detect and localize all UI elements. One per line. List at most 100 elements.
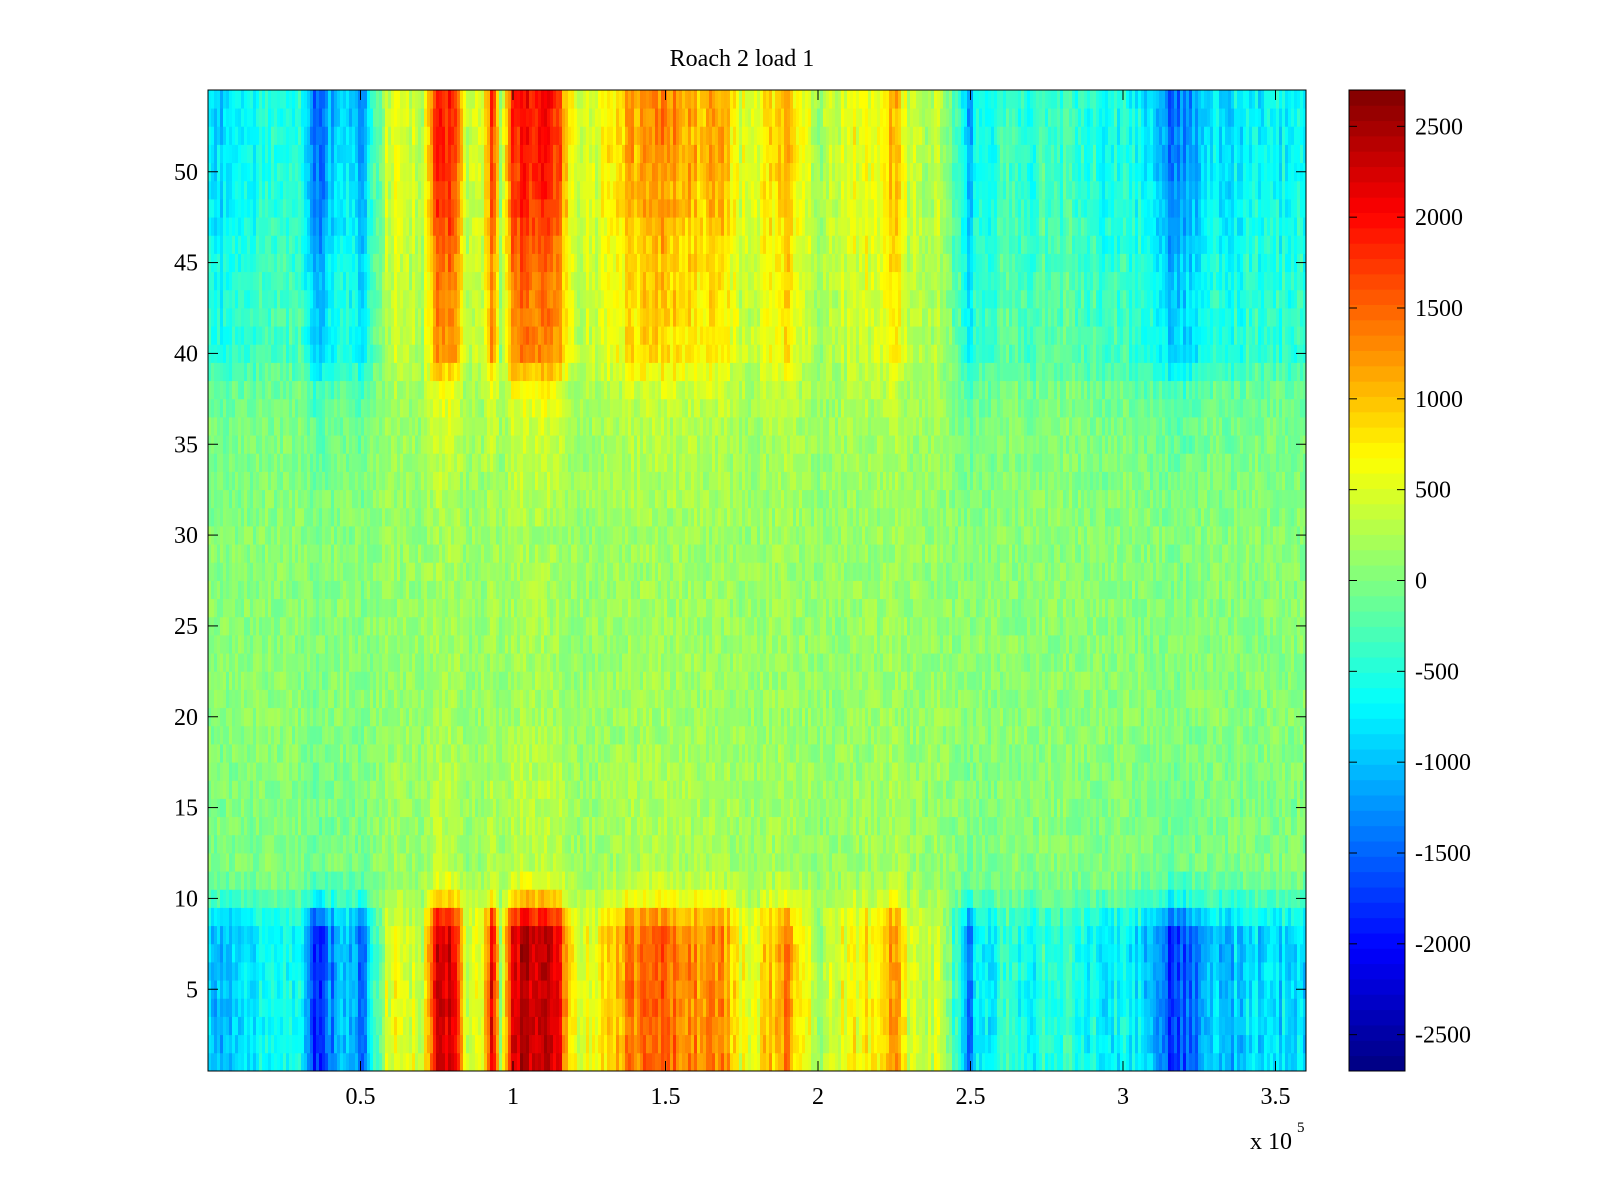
heatmap-cell: [439, 508, 442, 527]
heatmap-cell: [241, 417, 244, 436]
heatmap-cell: [250, 762, 253, 781]
heatmap-cell: [274, 163, 277, 182]
heatmap-cell: [478, 90, 481, 109]
heatmap-cell: [406, 998, 409, 1017]
heatmap-cell: [415, 435, 418, 454]
heatmap-cell: [253, 599, 256, 618]
heatmap-cell: [457, 889, 460, 908]
heatmap-cell: [367, 235, 370, 254]
heatmap-cell: [403, 1035, 406, 1054]
heatmap-cell: [436, 653, 439, 672]
heatmap-cell: [340, 762, 343, 781]
heatmap-cell: [340, 853, 343, 872]
heatmap-cell: [391, 544, 394, 563]
heatmap-cell: [328, 871, 331, 890]
heatmap-cell: [343, 544, 346, 563]
heatmap-cell: [241, 581, 244, 600]
heatmap-cell: [271, 671, 274, 690]
heatmap-cell: [370, 762, 373, 781]
heatmap-cell: [469, 217, 472, 236]
heatmap-cell: [217, 453, 220, 472]
heatmap-cell: [478, 381, 481, 400]
heatmap-cell: [373, 708, 376, 727]
heatmap-cell: [478, 544, 481, 563]
heatmap-cell: [430, 635, 433, 654]
heatmap-cell: [301, 344, 304, 363]
heatmap-cell: [223, 254, 226, 273]
heatmap-cell: [472, 417, 475, 436]
heatmap-cell: [415, 217, 418, 236]
heatmap-cell: [220, 254, 223, 273]
heatmap-cell: [271, 381, 274, 400]
heatmap-cell: [352, 399, 355, 418]
heatmap-cell: [394, 671, 397, 690]
heatmap-cell: [412, 708, 415, 727]
heatmap-cell: [460, 381, 463, 400]
heatmap-cell: [214, 417, 217, 436]
heatmap-cell: [286, 835, 289, 854]
heatmap-cell: [373, 363, 376, 382]
heatmap-cell: [286, 399, 289, 418]
heatmap-cell: [280, 908, 283, 927]
heatmap-cell: [214, 90, 217, 109]
heatmap-cell: [457, 671, 460, 690]
heatmap-cell: [313, 635, 316, 654]
heatmap-cell: [337, 599, 340, 618]
heatmap-cell: [265, 635, 268, 654]
heatmap-cell: [463, 472, 466, 491]
heatmap-cell: [433, 762, 436, 781]
heatmap-cell: [421, 926, 424, 945]
heatmap-cell: [319, 326, 322, 345]
heatmap-cell: [238, 744, 241, 763]
heatmap-cell: [358, 126, 361, 145]
heatmap-cell: [211, 599, 214, 618]
heatmap-cell: [292, 780, 295, 799]
heatmap-cell: [229, 599, 232, 618]
heatmap-cell: [367, 290, 370, 309]
heatmap-cell: [484, 980, 487, 999]
heatmap-cell: [478, 562, 481, 581]
heatmap-cell: [358, 163, 361, 182]
heatmap-cell: [385, 780, 388, 799]
heatmap-cell: [355, 817, 358, 836]
heatmap-cell: [301, 163, 304, 182]
heatmap-cell: [454, 926, 457, 945]
heatmap-cell: [280, 108, 283, 127]
heatmap-cell: [277, 181, 280, 200]
heatmap-cell: [388, 998, 391, 1017]
heatmap-cell: [331, 163, 334, 182]
heatmap-cell: [316, 617, 319, 636]
heatmap-cell: [400, 889, 403, 908]
heatmap-cell: [421, 962, 424, 981]
heatmap-cell: [460, 145, 463, 164]
heatmap-cell: [238, 1017, 241, 1036]
heatmap-cell: [277, 272, 280, 291]
heatmap-cell: [289, 363, 292, 382]
heatmap-cell: [247, 799, 250, 818]
heatmap-cell: [394, 726, 397, 745]
heatmap-cell: [418, 254, 421, 273]
heatmap-cell: [454, 708, 457, 727]
heatmap-cell: [238, 453, 241, 472]
heatmap-cell: [370, 853, 373, 872]
heatmap-cell: [433, 544, 436, 563]
heatmap-cell: [238, 90, 241, 109]
heatmap-cell: [484, 762, 487, 781]
heatmap-cell: [325, 472, 328, 491]
heatmap-cell: [382, 998, 385, 1017]
heatmap-cell: [466, 508, 469, 527]
heatmap-cell: [253, 1053, 256, 1072]
heatmap-cell: [214, 1053, 217, 1072]
heatmap-cell: [235, 508, 238, 527]
heatmap-cell: [430, 399, 433, 418]
heatmap-cell: [304, 453, 307, 472]
heatmap-cell: [379, 944, 382, 963]
heatmap-cell: [448, 326, 451, 345]
heatmap-cell: [337, 417, 340, 436]
heatmap-cell: [304, 145, 307, 164]
heatmap-cell: [460, 163, 463, 182]
heatmap-cell: [319, 363, 322, 382]
heatmap-cell: [265, 980, 268, 999]
heatmap-cell: [325, 581, 328, 600]
heatmap-cell: [292, 617, 295, 636]
